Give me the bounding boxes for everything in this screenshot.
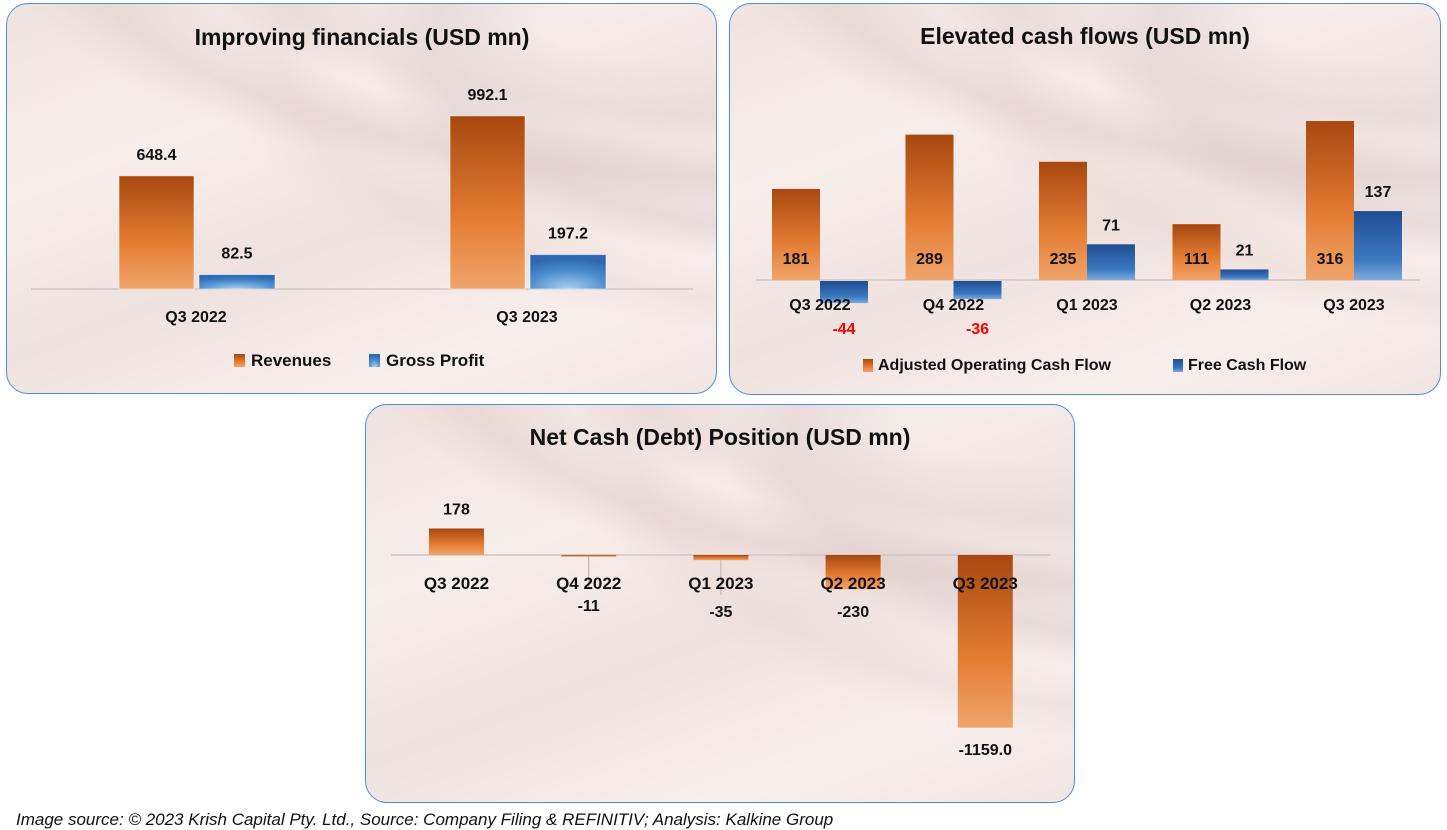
x-tick-label: Q4 2022 [556, 574, 621, 593]
data-label-revenues-q3-2023: 992.1 [467, 87, 507, 104]
chart-panel-net-cash: Net Cash (Debt) Position (USD mn) Q3 202… [365, 404, 1075, 803]
data-label-free-cash-flow-q1-2023: 71 [1102, 217, 1120, 234]
bar-adjusted-operating-cash-flow-q2-2023 [1172, 224, 1221, 280]
data-label-q3-2023: -1159.0 [959, 742, 1012, 759]
bar-gross-profit-q3-2022 [198, 274, 276, 290]
x-tick-label: Q3 2023 [953, 574, 1018, 593]
data-label-adjusted-operating-cash-flow-q2-2023: 111 [1184, 251, 1209, 268]
bar-adjusted-operating-cash-flow-q3-2022 [772, 188, 820, 280]
bar-net-cash-debt-q2-2023 [825, 555, 881, 590]
bar-free-cash-flow-q2-2023 [1220, 269, 1269, 280]
chart-cash-flows: Elevated cash flows (USD mn) 181 -44 Q3 20… [756, 23, 1420, 374]
x-tick-label: Q3 2023 [496, 309, 557, 326]
chart-title: Improving financials (USD mn) [195, 24, 530, 50]
chart-panel-cash-flows: Elevated cash flows (USD mn) 181 -44 Q3 20… [729, 3, 1441, 395]
bar-net-cash-debt-q3-2023 [957, 555, 1013, 728]
bar-adjusted-operating-cash-flow-q3-2023 [1306, 121, 1354, 280]
x-tick-label: Q3 2022 [165, 309, 226, 326]
bar-free-cash-flow-q3-2023 [1354, 211, 1402, 280]
x-tick-label: Q3 2022 [789, 297, 850, 314]
chart-financials: Improving financials (USD mn) 648.4 82.5 Q… [31, 24, 693, 370]
data-label-q3-2022: 178 [443, 501, 470, 518]
bar-net-cash-debt-q4-2022 [561, 555, 617, 557]
x-tick-label: Q4 2022 [923, 297, 984, 314]
chart-title: Elevated cash flows (USD mn) [920, 23, 1250, 49]
legend-label-revenues: Revenues [251, 351, 331, 370]
legend-label-adjusted-operating-cash-flow: Adjusted Operating Cash Flow [878, 357, 1111, 374]
bar-free-cash-flow-q3-2022 [820, 281, 868, 304]
image-source-footer: Image source: © 2023 Krish Capital Pty. … [16, 810, 834, 829]
legend: Adjusted Operating Cash Flow Free Cash F… [863, 357, 1307, 374]
x-tick-label: Q1 2023 [1056, 297, 1117, 314]
data-label-revenues-q3-2022: 648.4 [136, 147, 176, 164]
x-tick-label: Q2 2023 [820, 574, 885, 593]
data-label-adjusted-operating-cash-flow-q1-2023: 235 [1050, 251, 1077, 268]
legend-label-free-cash-flow: Free Cash Flow [1188, 357, 1307, 374]
x-tick-label: Q1 2023 [688, 574, 753, 593]
bar-free-cash-flow-q4-2022 [953, 281, 1002, 300]
legend-swatch-revenues [234, 354, 245, 367]
data-label-gross-profit-q3-2022: 82.5 [221, 246, 252, 263]
data-label-q1-2023: -35 [709, 604, 732, 621]
bar-adjusted-operating-cash-flow-q1-2023 [1039, 161, 1087, 280]
legend: Revenues Gross Profit [234, 351, 485, 370]
x-tick-label: Q2 2023 [1190, 297, 1251, 314]
chart-title: Net Cash (Debt) Position (USD mn) [530, 424, 911, 450]
bar-net-cash-debt-q3-2022 [429, 528, 484, 555]
x-tick-label: Q3 2022 [424, 574, 489, 593]
data-label-q2-2023: -230 [837, 604, 869, 621]
bar-free-cash-flow-q1-2023 [1087, 244, 1135, 280]
bar-revenues-q3-2022 [118, 175, 195, 290]
chart-panel-financials: Improving financials (USD mn) 648.4 82.5 Q… [6, 3, 717, 394]
data-label-adjusted-operating-cash-flow-q4-2022: 289 [916, 251, 943, 268]
data-label-free-cash-flow-q3-2023: 137 [1365, 184, 1392, 201]
data-label-free-cash-flow-q2-2023: 21 [1236, 242, 1254, 259]
bar-adjusted-operating-cash-flow-q4-2022 [905, 134, 954, 280]
bar-revenues-q3-2023 [449, 115, 526, 290]
chart-net-cash: Net Cash (Debt) Position (USD mn) Q3 202… [391, 424, 1051, 759]
legend-swatch-gross-profit [369, 354, 380, 367]
bar-gross-profit-q3-2023 [529, 254, 607, 290]
legend-label-gross-profit: Gross Profit [386, 351, 485, 370]
legend-swatch-free-cash-flow [1173, 359, 1183, 372]
data-label-q4-2022: -11 [578, 598, 600, 615]
x-tick-label: Q3 2023 [1323, 297, 1384, 314]
data-label-adjusted-operating-cash-flow-q3-2023: 316 [1317, 251, 1344, 268]
data-label-adjusted-operating-cash-flow-q3-2022: 181 [783, 251, 810, 268]
legend-swatch-adjusted-operating-cash-flow [863, 359, 873, 372]
data-label-free-cash-flow-q3-2022: -44 [832, 321, 855, 338]
data-label-gross-profit-q3-2023: 197.2 [548, 226, 588, 243]
data-label-free-cash-flow-q4-2022: -36 [966, 321, 989, 338]
bar-net-cash-debt-q1-2023 [693, 555, 749, 561]
